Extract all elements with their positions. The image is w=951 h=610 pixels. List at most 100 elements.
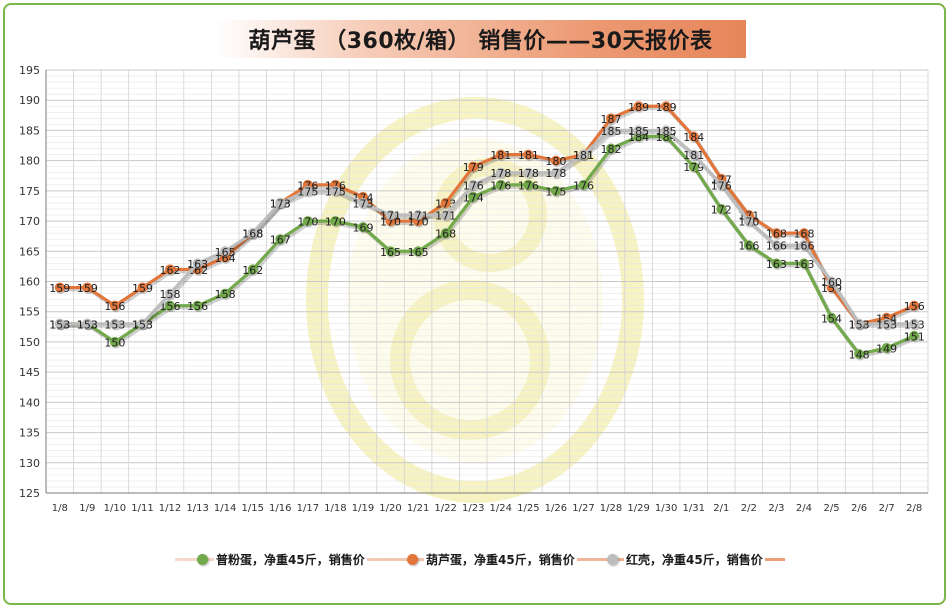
x-tick-label: 1/30: [655, 503, 677, 514]
data-point: [633, 101, 644, 112]
data-label: 158: [215, 288, 236, 301]
data-label: 181: [683, 149, 704, 162]
data-label: 170: [408, 216, 429, 229]
data-label: 150: [104, 336, 125, 349]
data-point: [688, 161, 699, 172]
data-point: [688, 131, 699, 142]
data-label: 154: [876, 312, 897, 325]
data-point: [523, 179, 534, 190]
data-label: 168: [435, 228, 456, 241]
data-label: 156: [104, 300, 125, 313]
y-tick-label: 140: [19, 396, 40, 409]
x-tick-label: 1/29: [627, 503, 649, 514]
data-point: [165, 264, 176, 275]
y-tick-label: 150: [19, 336, 40, 349]
data-label: 176: [518, 179, 539, 192]
data-point: [578, 149, 589, 160]
data-label: 148: [849, 349, 870, 362]
data-label: 185: [628, 125, 649, 138]
data-label: 185: [656, 125, 677, 138]
y-tick-label: 180: [19, 155, 40, 168]
x-tick-label: 2/7: [879, 503, 895, 514]
data-label: 171: [380, 210, 401, 223]
data-label: 170: [380, 216, 401, 229]
x-tick-label: 2/2: [741, 503, 757, 514]
data-label: 166: [793, 240, 814, 253]
chart-series: 1531531501531561561581621671701701691651…: [49, 101, 924, 362]
y-tick-label: 130: [19, 457, 40, 470]
data-point: [330, 216, 341, 227]
data-label: 184: [683, 131, 704, 144]
data-label: 176: [463, 179, 484, 192]
data-point: [909, 318, 920, 329]
data-label: 153: [849, 318, 870, 331]
data-label: 153: [132, 318, 153, 331]
x-tick-label: 1/18: [324, 503, 346, 514]
data-point: [716, 203, 727, 214]
data-point: [550, 185, 561, 196]
data-point: [275, 234, 286, 245]
data-point: [192, 300, 203, 311]
data-label: 153: [876, 318, 897, 331]
y-tick-label: 170: [19, 215, 40, 228]
data-label: 177: [711, 173, 732, 186]
data-label: 176: [490, 179, 511, 192]
data-point: [468, 191, 479, 202]
data-label: 162: [160, 264, 181, 277]
series-line: [59, 104, 915, 326]
x-tick-label: 2/3: [768, 503, 784, 514]
data-point: [743, 240, 754, 251]
x-tick-label: 1/24: [490, 503, 512, 514]
data-label: 169: [352, 222, 373, 235]
data-point: [137, 318, 148, 329]
data-point: [82, 282, 93, 293]
data-point: [495, 179, 506, 190]
data-label: 189: [656, 101, 677, 114]
data-label: 159: [49, 282, 70, 295]
x-tick-label: 2/1: [713, 503, 729, 514]
data-label: 176: [297, 179, 318, 192]
data-point: [854, 318, 865, 329]
data-point: [247, 228, 258, 239]
data-point: [192, 258, 203, 269]
data-label: 175: [297, 185, 318, 198]
data-label: 180: [545, 155, 566, 168]
data-label: 179: [463, 161, 484, 174]
data-label: 163: [187, 258, 208, 271]
data-point: [798, 258, 809, 269]
data-point: [550, 155, 561, 166]
data-label: 165: [215, 246, 236, 259]
data-point: [165, 300, 176, 311]
data-point: [357, 222, 368, 233]
data-label: 173: [352, 197, 373, 210]
data-label: 165: [380, 246, 401, 259]
data-label: 153: [904, 318, 925, 331]
x-tick-label: 1/12: [159, 503, 181, 514]
data-point: [909, 330, 920, 341]
data-point: [82, 318, 93, 329]
data-label: 175: [545, 185, 566, 198]
data-point: [220, 246, 231, 257]
data-label: 175: [325, 185, 346, 198]
data-label: 154: [821, 312, 842, 325]
x-tick-label: 1/9: [79, 503, 95, 514]
data-point: [523, 149, 534, 160]
data-point: [826, 276, 837, 287]
data-label: 176: [325, 179, 346, 192]
data-label: 176: [573, 179, 594, 192]
x-tick-label: 1/8: [52, 503, 68, 514]
chart-axes: 1251301351401451501551601651701751801851…: [19, 64, 928, 514]
data-label: 156: [904, 300, 925, 313]
data-label: 187: [601, 113, 622, 126]
x-tick-label: 1/31: [682, 503, 704, 514]
x-tick-label: 1/25: [517, 503, 539, 514]
y-tick-label: 160: [19, 276, 40, 289]
data-label: 156: [187, 300, 208, 313]
legend-item: 葫芦蛋，净重45斤，销售价: [407, 545, 577, 573]
data-point: [275, 197, 286, 208]
data-point: [661, 101, 672, 112]
x-tick-label: 1/20: [379, 503, 401, 514]
x-tick-label: 2/5: [823, 503, 839, 514]
x-tick-label: 1/16: [269, 503, 291, 514]
